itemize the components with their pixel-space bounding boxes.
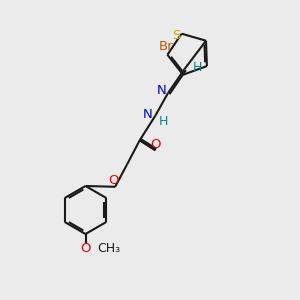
Text: O: O (80, 242, 91, 256)
Text: CH₃: CH₃ (97, 242, 120, 256)
Text: O: O (150, 138, 160, 152)
Text: H: H (159, 115, 168, 128)
Text: N: N (156, 84, 166, 97)
Text: S: S (172, 29, 180, 42)
Text: Br: Br (159, 40, 173, 53)
Text: N: N (143, 108, 153, 121)
Text: O: O (108, 174, 119, 187)
Text: H: H (192, 61, 202, 74)
